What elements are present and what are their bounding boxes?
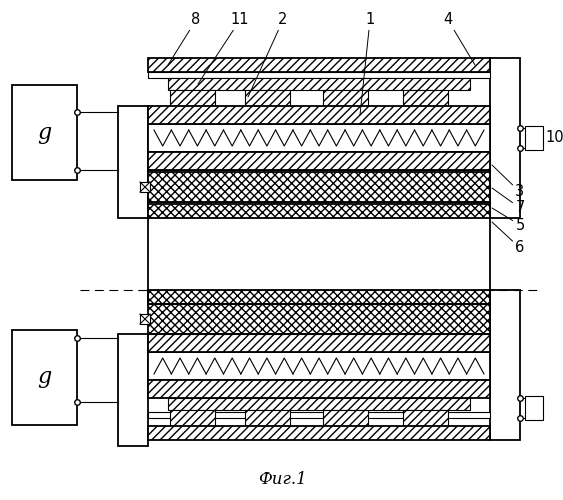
Bar: [168, 78, 470, 90]
Bar: [168, 398, 470, 410]
Bar: [323, 410, 368, 426]
Bar: [148, 426, 490, 440]
Bar: [170, 90, 215, 106]
Bar: [403, 90, 448, 106]
Text: 4: 4: [444, 12, 475, 65]
Bar: [148, 172, 490, 202]
Bar: [525, 126, 543, 150]
Bar: [12, 330, 77, 425]
Text: Фиг.1: Фиг.1: [258, 471, 306, 488]
Text: 11: 11: [198, 12, 249, 84]
Bar: [323, 90, 368, 106]
Bar: [140, 182, 150, 192]
Text: 5: 5: [492, 208, 525, 233]
Bar: [148, 58, 490, 72]
Bar: [148, 124, 490, 152]
Bar: [490, 58, 520, 218]
Text: 10: 10: [545, 130, 563, 146]
Bar: [12, 85, 77, 180]
Bar: [148, 204, 490, 218]
Text: 2: 2: [248, 12, 288, 97]
Bar: [245, 90, 290, 106]
Bar: [170, 410, 215, 426]
Bar: [140, 314, 150, 324]
Text: g: g: [37, 366, 52, 388]
Bar: [148, 72, 490, 78]
Bar: [148, 106, 490, 124]
Text: 6: 6: [492, 222, 525, 256]
Bar: [118, 334, 148, 446]
Text: g: g: [37, 122, 52, 144]
Bar: [148, 380, 490, 398]
Bar: [148, 304, 490, 334]
Bar: [148, 290, 490, 304]
Bar: [490, 290, 520, 440]
Bar: [148, 334, 490, 352]
Text: 8: 8: [168, 12, 200, 65]
Bar: [403, 410, 448, 426]
Text: 3: 3: [492, 165, 525, 200]
Bar: [148, 152, 490, 170]
Bar: [148, 412, 490, 418]
Bar: [245, 410, 290, 426]
Bar: [118, 106, 148, 218]
Text: 7: 7: [492, 188, 525, 216]
Text: 1: 1: [360, 12, 374, 115]
Bar: [525, 396, 543, 420]
Bar: [148, 352, 490, 380]
